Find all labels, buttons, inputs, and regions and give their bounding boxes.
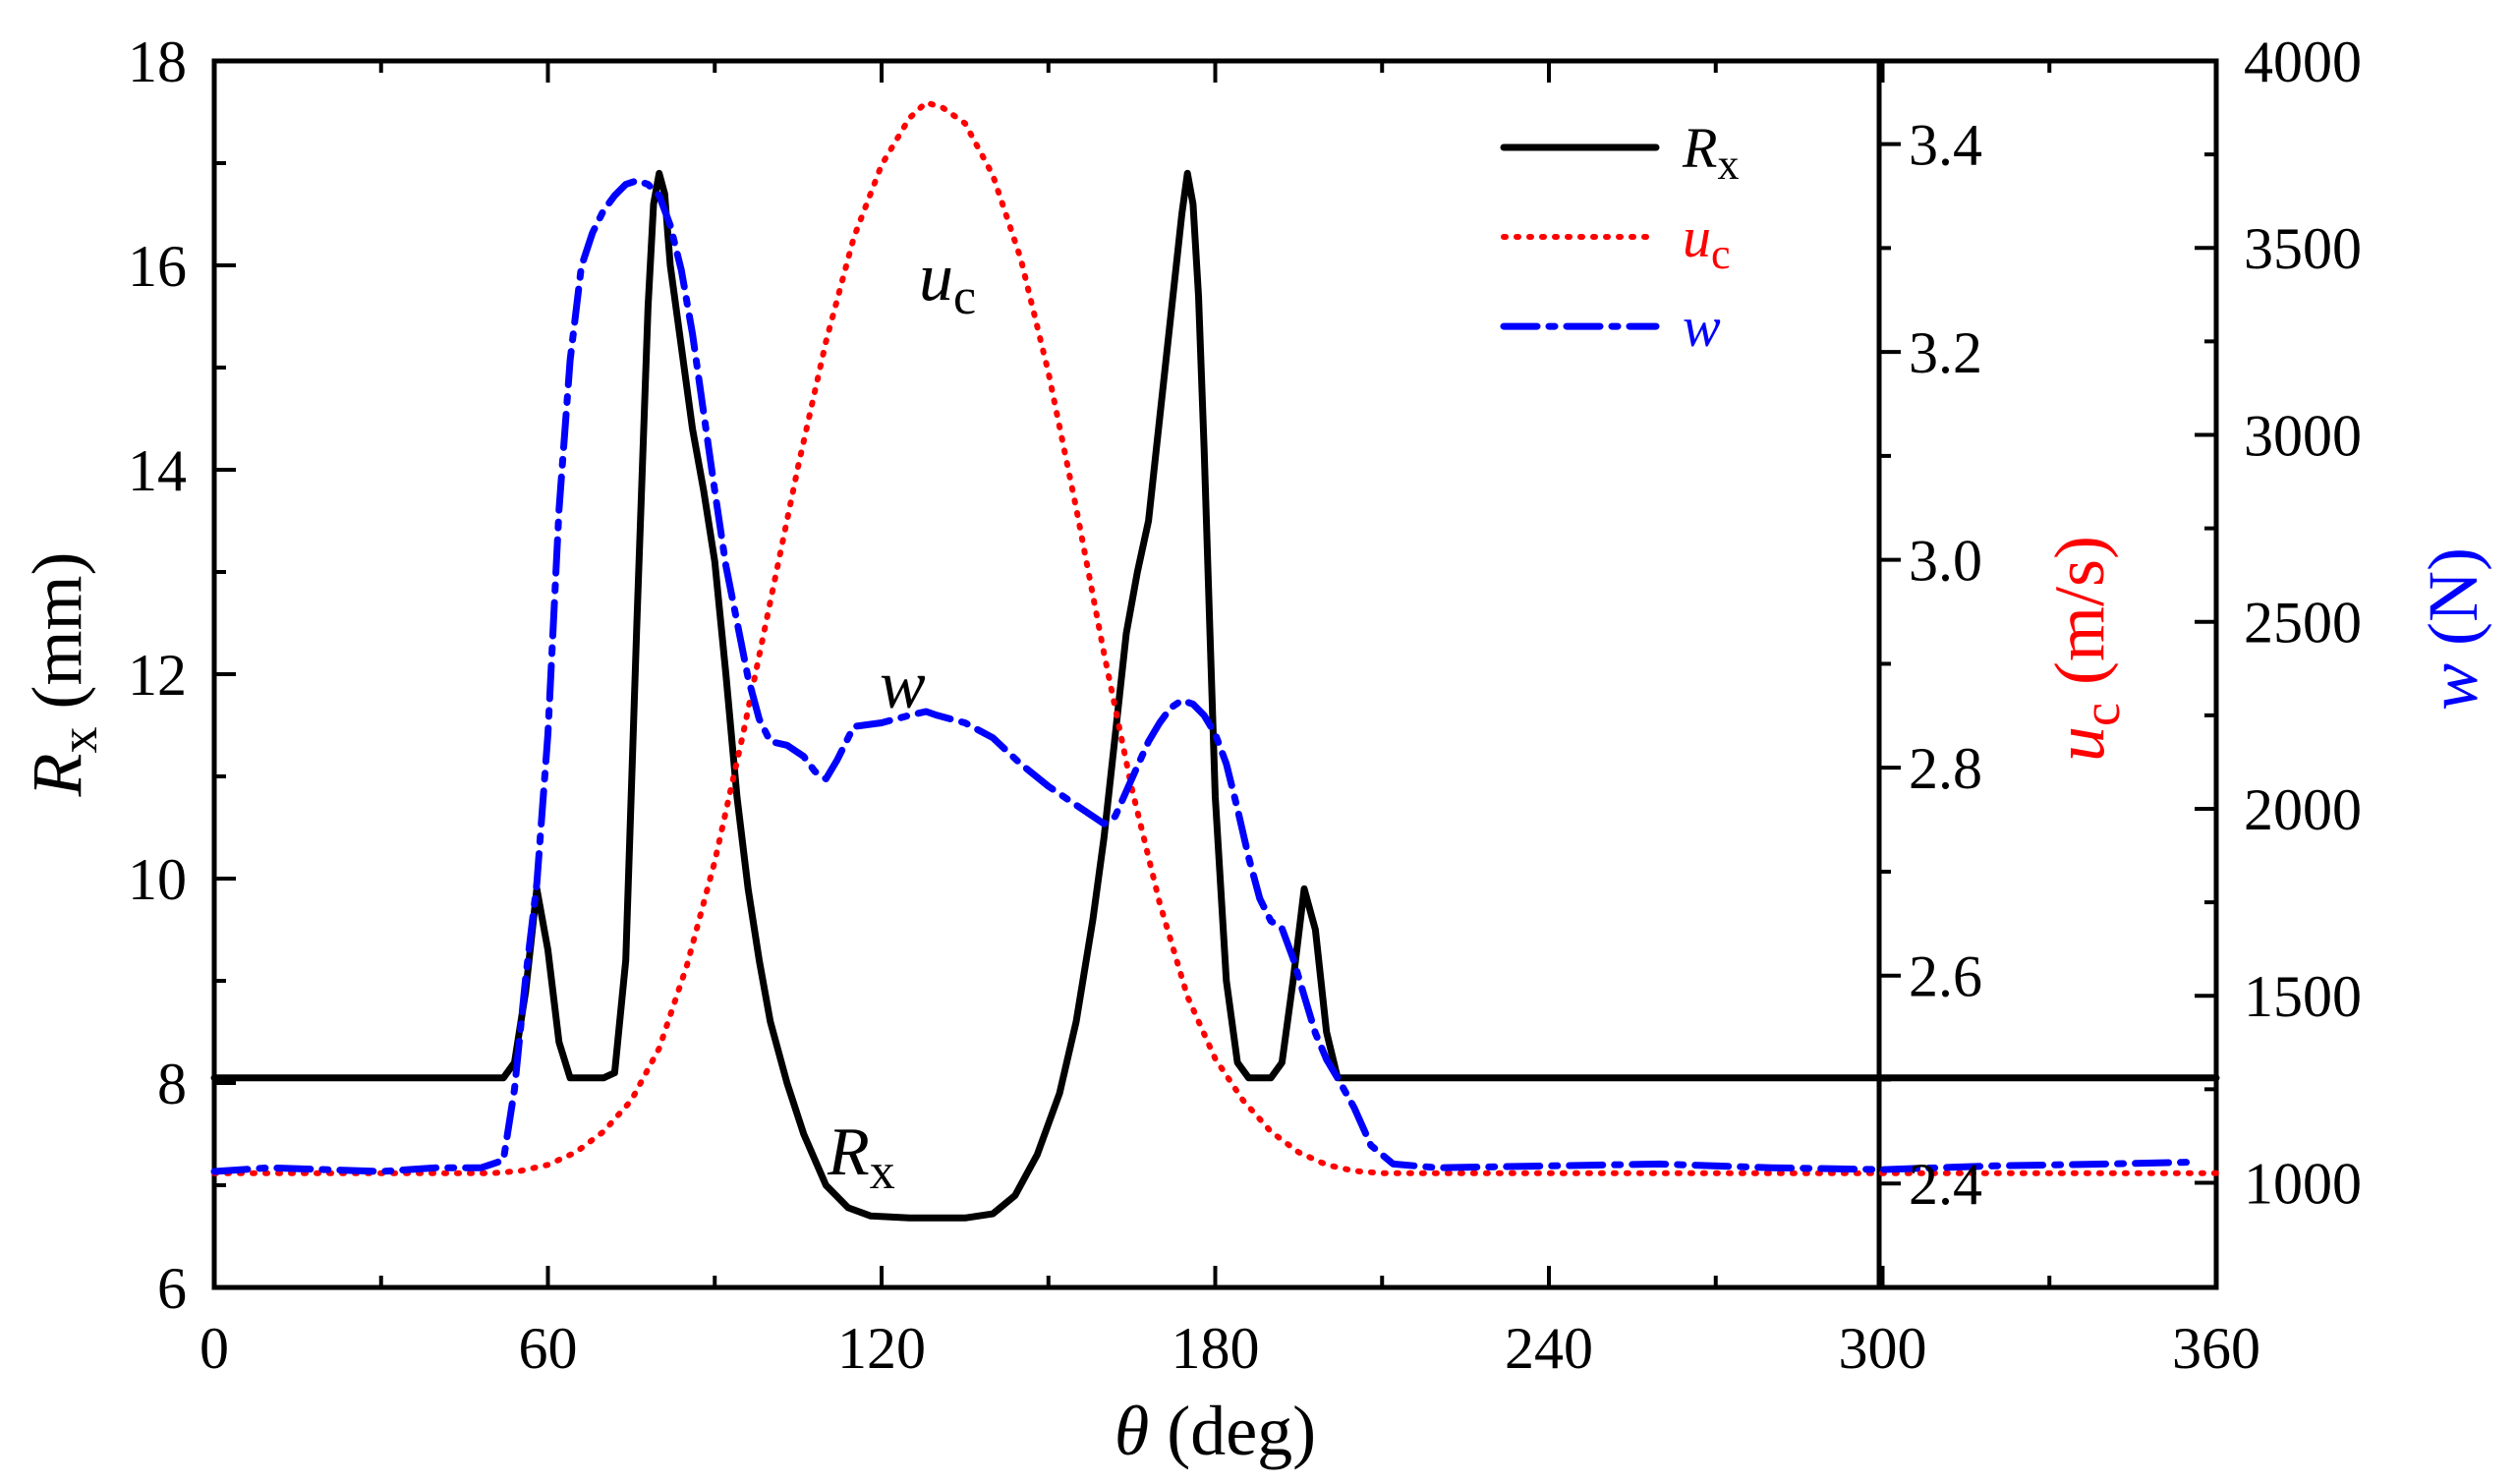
right2-tick-label: 1500 (2244, 964, 2362, 1029)
right2-tick-label: 2500 (2244, 591, 2362, 656)
right1-tick-label: 3.2 (1909, 320, 1982, 385)
left-tick-label: 8 (157, 1052, 187, 1116)
legend-label-uc: uc (1683, 205, 1731, 278)
right1-axis-title: uc (m/s) (2040, 536, 2131, 762)
x-tick-label: 180 (1172, 1316, 1260, 1381)
series-line-uc (211, 99, 2219, 1176)
left-tick-label: 10 (128, 847, 187, 912)
right2-tick-label: 4000 (2244, 29, 2362, 94)
right1-tick-label: 2.6 (1909, 944, 1982, 1009)
x-axis-title: θ (deg) (1115, 1392, 1316, 1470)
right1-tick-label: 2.4 (1909, 1152, 1982, 1217)
right1-tick-label: 2.8 (1909, 736, 1982, 801)
annotations: uc w Rx (827, 240, 976, 1200)
axis-titles: θ (deg) Rx (mm) uc (m/s) w (N) (18, 536, 2492, 1470)
legend-label-w: w (1683, 295, 1721, 359)
series-line-Rx (210, 169, 2220, 1222)
series-layer (210, 99, 2220, 1222)
x-tick-label: 360 (2172, 1316, 2260, 1381)
series-line-w (210, 177, 2198, 1175)
x-tick-label: 300 (1839, 1316, 1927, 1381)
right2-tick-label: 3000 (2244, 403, 2362, 468)
x-tick-label: 120 (837, 1316, 926, 1381)
right1-tick-label: 3.4 (1909, 113, 1982, 178)
right2-tick-label: 1000 (2244, 1151, 2362, 1216)
left-tick-label: 14 (128, 438, 187, 503)
ticks-layer: 0 60 120 180 240 300 360 6 8 10 12 14 16 18 2.4 2.6 2.8 3… (128, 29, 2362, 1381)
x-tick-label: 0 (200, 1316, 229, 1381)
left-tick-label: 18 (128, 29, 187, 94)
legend: Rx uc w (1500, 116, 1739, 359)
x-tick-label: 60 (519, 1316, 578, 1381)
right2-tick-label: 3500 (2244, 216, 2362, 281)
left-tick-label: 6 (157, 1256, 187, 1321)
right1-tick-label: 3.0 (1909, 529, 1982, 594)
left-tick-label: 16 (128, 234, 187, 299)
left-tick-label: 12 (128, 643, 187, 708)
right2-tick-label: 2000 (2244, 777, 2362, 842)
x-tick-label: 240 (1505, 1316, 1593, 1381)
annotation-uc: uc (919, 240, 976, 325)
left-axis-title: Rx (mm) (18, 552, 108, 798)
annotation-w: w (880, 648, 926, 723)
right2-axis-title: w (N) (2414, 547, 2492, 711)
annotation-Rx: Rx (827, 1114, 895, 1200)
legend-label-Rx: Rx (1682, 116, 1739, 189)
